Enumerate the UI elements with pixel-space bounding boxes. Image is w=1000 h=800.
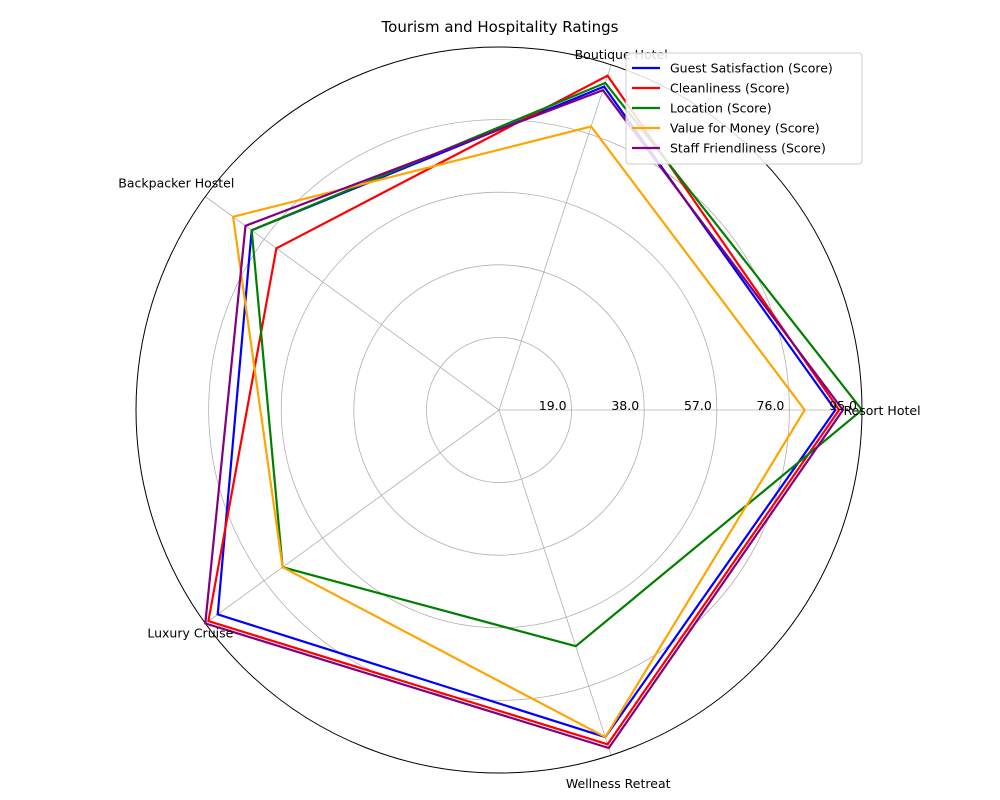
legend-box	[625, 52, 863, 165]
grid-ring	[208, 119, 790, 701]
spoke-line	[498, 409, 612, 756]
radial-tick-label: 76.0	[757, 398, 785, 413]
spoke-line	[498, 64, 612, 411]
legend-label: Value for Money (Score)	[670, 121, 820, 136]
spoke-line	[205, 409, 500, 624]
legend-label: Cleanliness (Score)	[670, 81, 790, 96]
radial-tick-label: 95.0	[829, 398, 857, 413]
series-line	[231, 125, 807, 739]
spoke-line	[205, 196, 500, 411]
category-label: Resort Hotel	[843, 403, 920, 418]
radial-tick-label: 57.0	[684, 398, 712, 413]
grid-ring	[353, 264, 645, 556]
radial-tick-label: 19.0	[539, 398, 567, 413]
category-label: Luxury Cruise	[147, 625, 233, 640]
legend: Guest Satisfaction (Score) Cleanliness (S…	[625, 52, 863, 165]
grid-ring	[280, 191, 718, 629]
legend-label: Staff Friendliness (Score)	[670, 141, 826, 156]
grid-ring	[425, 336, 572, 483]
category-label: Wellness Retreat	[566, 776, 671, 791]
radar-grid	[135, 46, 863, 774]
series-line	[216, 85, 837, 739]
radial-tick-label: 38.0	[611, 398, 639, 413]
category-label: Backpacker Hostel	[118, 176, 234, 191]
legend-label: Guest Satisfaction (Score)	[670, 61, 833, 76]
chart-title: Tourism and Hospitality Ratings	[381, 18, 619, 36]
legend-label: Location (Score)	[670, 101, 772, 116]
